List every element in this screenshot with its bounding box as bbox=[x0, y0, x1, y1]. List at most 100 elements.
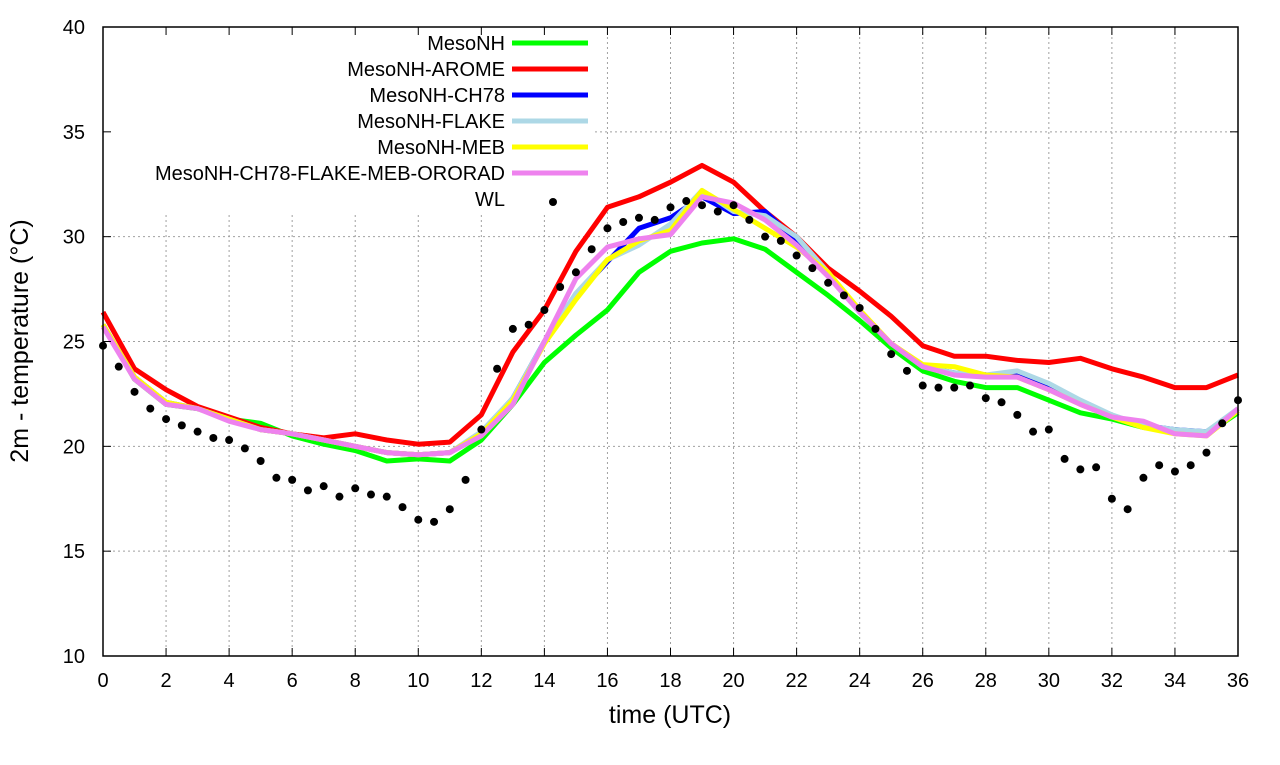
wl-point bbox=[493, 364, 502, 373]
wl-point bbox=[256, 457, 265, 466]
wl-point bbox=[508, 324, 517, 333]
wl-point bbox=[666, 203, 675, 212]
legend-label: MesoNH bbox=[427, 33, 505, 55]
wl-point bbox=[761, 232, 770, 241]
wl-point bbox=[587, 245, 596, 254]
wl-point bbox=[335, 492, 344, 501]
wl-point bbox=[288, 475, 297, 484]
wl-point bbox=[1186, 461, 1195, 470]
x-tick-label: 4 bbox=[224, 670, 235, 692]
wl-point bbox=[966, 381, 975, 390]
wl-point bbox=[1139, 473, 1148, 482]
wl-point bbox=[918, 381, 927, 390]
wl-point bbox=[177, 421, 186, 430]
wl-point bbox=[319, 482, 328, 491]
wl-point bbox=[1123, 505, 1132, 514]
x-tick-label: 18 bbox=[659, 670, 681, 692]
x-tick-label: 8 bbox=[350, 670, 361, 692]
x-tick-label: 24 bbox=[849, 670, 871, 692]
wl-point bbox=[603, 224, 612, 233]
x-tick-label: 26 bbox=[912, 670, 934, 692]
wl-point bbox=[430, 517, 439, 526]
wl-point bbox=[445, 505, 454, 514]
y-tick-label: 15 bbox=[63, 541, 85, 563]
wl-point bbox=[729, 201, 738, 210]
series-group bbox=[100, 162, 1240, 464]
wl-point bbox=[997, 398, 1006, 407]
wl-point bbox=[272, 473, 281, 482]
wl-point bbox=[240, 444, 249, 453]
legend-swatch bbox=[549, 198, 557, 206]
wl-point bbox=[650, 215, 659, 224]
wl-point bbox=[1202, 448, 1211, 457]
wl-point bbox=[1013, 410, 1022, 419]
x-tick-label: 0 bbox=[97, 670, 108, 692]
wl-point bbox=[366, 490, 375, 499]
legend-label: MesoNH-AROME bbox=[347, 59, 505, 81]
wl-point bbox=[193, 427, 202, 436]
wl-point bbox=[1029, 427, 1038, 436]
x-axis-label: time (UTC) bbox=[609, 701, 731, 729]
x-tick-label: 20 bbox=[722, 670, 744, 692]
wl-point bbox=[824, 278, 833, 287]
legend-label: MesoNH-CH78-FLAKE-MEB-ORORAD bbox=[155, 163, 505, 185]
wl-point bbox=[162, 415, 171, 424]
wl-point bbox=[839, 291, 848, 300]
wl-point bbox=[1155, 461, 1164, 470]
wl-point bbox=[1076, 465, 1085, 474]
series-line-mesonh-ch78-flake-meb-ororad bbox=[100, 194, 1240, 458]
wl-point bbox=[871, 324, 880, 333]
wl-point bbox=[1218, 419, 1227, 428]
wl-point bbox=[902, 366, 911, 375]
wl-point bbox=[713, 207, 722, 216]
x-tick-label: 36 bbox=[1227, 670, 1249, 692]
wl-point bbox=[698, 201, 707, 210]
y-tick-label: 25 bbox=[63, 332, 85, 354]
x-tick-label: 32 bbox=[1101, 670, 1123, 692]
wl-point bbox=[303, 486, 312, 495]
y-tick-label: 35 bbox=[63, 122, 85, 144]
wl-point bbox=[619, 217, 628, 226]
wl-point bbox=[792, 251, 801, 260]
y-tick-label: 20 bbox=[63, 436, 85, 458]
y-tick-label: 30 bbox=[63, 227, 85, 249]
x-tick-label: 10 bbox=[407, 670, 429, 692]
x-tick-label: 34 bbox=[1164, 670, 1186, 692]
wl-point bbox=[1044, 425, 1053, 434]
wl-point bbox=[351, 484, 360, 493]
x-tick-label: 6 bbox=[287, 670, 298, 692]
wl-point bbox=[1092, 463, 1101, 472]
x-tick-label: 30 bbox=[1038, 670, 1060, 692]
wl-point bbox=[855, 303, 864, 312]
wl-point bbox=[776, 236, 785, 245]
wl-point bbox=[524, 320, 533, 329]
wl-point bbox=[114, 362, 123, 371]
wl-point bbox=[414, 515, 423, 524]
wl-point bbox=[950, 383, 959, 392]
x-tick-label: 12 bbox=[470, 670, 492, 692]
x-tick-label: 16 bbox=[596, 670, 618, 692]
wl-point bbox=[934, 383, 943, 392]
wl-point bbox=[571, 268, 580, 277]
wl-point bbox=[634, 213, 643, 222]
wl-point bbox=[981, 394, 990, 403]
legend-label: MesoNH-FLAKE bbox=[357, 111, 505, 133]
wl-point bbox=[146, 404, 155, 413]
x-tick-label: 2 bbox=[160, 670, 171, 692]
wl-point bbox=[745, 215, 754, 224]
wl-point bbox=[1107, 494, 1116, 503]
grid bbox=[103, 27, 1238, 656]
wl-point bbox=[556, 282, 565, 291]
x-tick-label: 28 bbox=[975, 670, 997, 692]
wl-point bbox=[887, 350, 896, 359]
legend-label: MesoNH-CH78 bbox=[369, 85, 505, 107]
wl-point bbox=[808, 264, 817, 273]
wl-point bbox=[130, 387, 139, 396]
wl-point bbox=[382, 492, 391, 501]
x-tick-label: 22 bbox=[785, 670, 807, 692]
legend: MesoNH MesoNH-AROME MesoNH-CH78 MesoNH-FLAK… bbox=[155, 33, 588, 211]
wl-point bbox=[225, 436, 234, 445]
wl-point bbox=[1060, 454, 1069, 463]
ticks: 0 2 4 6 8 10 12 14 16 18 20 22 24 26 28 30 32 34 361015202… bbox=[63, 17, 1249, 692]
